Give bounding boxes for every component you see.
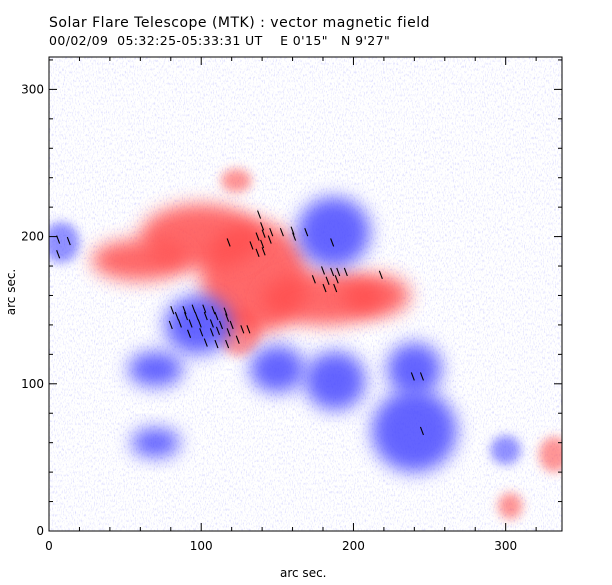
positive-polarity-region-7 <box>498 492 523 520</box>
field-vector-13 <box>267 235 272 244</box>
x-tick-label: 0 <box>45 539 53 553</box>
field-vector-34 <box>223 307 228 316</box>
field-vector-31 <box>191 304 196 313</box>
field-vector-29 <box>170 305 175 315</box>
x-axis-label: arc sec. <box>280 566 327 580</box>
field-vector-48 <box>187 329 192 338</box>
field-vector-25 <box>334 275 339 284</box>
field-vector-61 <box>419 426 424 436</box>
field-vector-11 <box>255 232 260 241</box>
field-vector-47 <box>229 320 234 330</box>
y-axis: 0 100 200 300 <box>21 59 562 538</box>
field-vector-44 <box>197 319 202 328</box>
field-vector-17 <box>304 227 309 237</box>
field-vector-26 <box>322 283 327 293</box>
negative-polarity-region-11 <box>304 351 366 411</box>
field-vector-4 <box>249 241 254 250</box>
field-vector-3 <box>226 238 231 247</box>
field-vector-50 <box>209 328 214 337</box>
y-tick-label: 100 <box>21 377 44 391</box>
y-axis-label: arc sec. <box>4 268 19 316</box>
negative-polarity-region-12 <box>249 345 305 393</box>
x-tick-label: 300 <box>494 539 517 553</box>
field-vector-54 <box>246 325 251 334</box>
field-vector-5 <box>260 239 265 249</box>
negative-polarity-region-9 <box>297 196 371 268</box>
transverse-field-vectors <box>56 210 424 436</box>
field-vector-18 <box>330 238 335 247</box>
field-vector-37 <box>194 311 199 321</box>
field-vector-33 <box>211 305 216 315</box>
negative-polarity-region-10 <box>164 295 232 355</box>
positive-polarity-region-2 <box>91 239 190 281</box>
field-vector-24 <box>325 276 330 285</box>
field-vector-36 <box>183 311 189 321</box>
x-tick-label: 100 <box>190 539 213 553</box>
field-vector-39 <box>214 311 219 321</box>
field-vector-52 <box>226 328 231 337</box>
field-vector-42 <box>177 319 182 328</box>
y-tick-label: 200 <box>21 230 44 244</box>
positive-polarity-region-6 <box>221 168 252 193</box>
field-vector-58 <box>235 335 240 344</box>
field-vector-45 <box>209 319 214 328</box>
field-vector-14 <box>255 248 260 257</box>
field-vector-49 <box>199 328 204 337</box>
field-vector-59 <box>410 372 415 381</box>
field-vector-0 <box>56 235 61 244</box>
field-vector-32 <box>202 304 207 313</box>
field-vector-15 <box>261 247 266 256</box>
plot-frame <box>48 56 563 532</box>
field-vector-28 <box>378 270 383 280</box>
field-vector-19 <box>311 275 316 284</box>
field-vector-51 <box>215 326 220 335</box>
field-vector-43 <box>188 319 193 328</box>
field-vector-57 <box>225 339 230 349</box>
field-vector-35 <box>174 311 179 321</box>
field-vector-10 <box>290 226 295 235</box>
field-vector-30 <box>182 305 187 315</box>
field-vector-16 <box>292 232 297 241</box>
field-vector-56 <box>214 339 219 349</box>
field-vector-53 <box>240 325 245 334</box>
field-vector-27 <box>333 283 338 293</box>
negative-polarity-region-18 <box>131 427 180 458</box>
plot-area <box>49 57 562 531</box>
field-vector-38 <box>203 311 208 321</box>
field-vector-9 <box>279 227 284 237</box>
negative-polarity-region-17 <box>128 351 183 387</box>
field-vector-20 <box>320 266 326 275</box>
field-vector-21 <box>330 267 335 277</box>
field-vector-60 <box>419 372 424 381</box>
positive-polarity-region-8 <box>539 436 562 473</box>
negative-polarity-region-13 <box>371 389 457 473</box>
y-tick-label: 300 <box>21 82 44 96</box>
field-vector-8 <box>269 227 274 237</box>
negative-polarity-region-14 <box>386 342 442 396</box>
field-vector-23 <box>343 267 348 277</box>
y-tick-label: 0 <box>36 524 44 538</box>
field-vector-2 <box>56 250 61 259</box>
field-vector-6 <box>257 210 262 219</box>
chart-title: Solar Flare Telescope (MTK) : vector mag… <box>49 15 430 31</box>
field-vector-41 <box>168 320 173 330</box>
field-vector-46 <box>218 320 224 330</box>
field-vector-55 <box>203 338 208 347</box>
field-vector-7 <box>260 222 265 231</box>
chart-subtitle: 00/02/09 05:32:25-05:33:31 UT E 0'15" N … <box>49 33 391 48</box>
negative-polarity-region-16 <box>490 435 521 465</box>
x-axis: 0 100 200 300 <box>45 57 537 553</box>
field-vector-1 <box>66 236 71 246</box>
positive-polarity-region-4 <box>342 274 410 317</box>
field-vector-12 <box>261 229 266 238</box>
negative-polarity-region-15 <box>49 221 80 264</box>
field-regions <box>49 168 562 520</box>
x-tick-label: 200 <box>342 539 365 553</box>
field-vector-40 <box>225 313 230 322</box>
field-vector-22 <box>336 267 341 277</box>
